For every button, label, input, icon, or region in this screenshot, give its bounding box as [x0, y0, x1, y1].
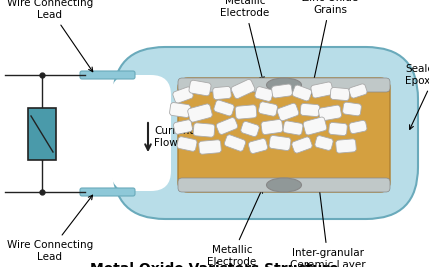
FancyBboxPatch shape: [329, 123, 347, 136]
FancyBboxPatch shape: [199, 140, 221, 154]
FancyBboxPatch shape: [173, 120, 193, 134]
Text: Sealed
Epoxy Shell: Sealed Epoxy Shell: [405, 64, 429, 129]
FancyBboxPatch shape: [189, 80, 211, 96]
Ellipse shape: [266, 78, 302, 92]
FancyBboxPatch shape: [261, 119, 283, 135]
FancyBboxPatch shape: [303, 117, 327, 135]
FancyBboxPatch shape: [193, 123, 215, 137]
FancyBboxPatch shape: [343, 102, 361, 116]
FancyBboxPatch shape: [178, 178, 390, 192]
Text: Metallic
Electrode: Metallic Electrode: [221, 0, 269, 81]
FancyBboxPatch shape: [188, 104, 212, 122]
FancyBboxPatch shape: [336, 139, 356, 153]
FancyBboxPatch shape: [300, 103, 320, 117]
FancyBboxPatch shape: [255, 87, 273, 101]
FancyBboxPatch shape: [111, 75, 171, 191]
FancyBboxPatch shape: [311, 82, 333, 98]
Bar: [28, 108, 56, 160]
FancyBboxPatch shape: [241, 121, 259, 137]
FancyBboxPatch shape: [213, 87, 231, 100]
FancyBboxPatch shape: [178, 78, 390, 192]
FancyBboxPatch shape: [216, 117, 238, 135]
FancyBboxPatch shape: [235, 105, 257, 119]
FancyBboxPatch shape: [178, 78, 390, 92]
FancyBboxPatch shape: [113, 47, 418, 219]
Text: Metallic
Electrode: Metallic Electrode: [207, 189, 263, 267]
FancyBboxPatch shape: [248, 139, 268, 154]
Text: Wire Connecting
Lead: Wire Connecting Lead: [7, 195, 93, 262]
Text: Current
Flow: Current Flow: [154, 126, 193, 148]
FancyBboxPatch shape: [224, 135, 246, 151]
FancyBboxPatch shape: [231, 79, 255, 99]
Text: Inter-granular
Ceramic Layer: Inter-granular Ceramic Layer: [290, 182, 366, 267]
FancyBboxPatch shape: [292, 137, 312, 153]
FancyBboxPatch shape: [258, 102, 278, 116]
Ellipse shape: [266, 178, 302, 192]
FancyBboxPatch shape: [269, 135, 291, 151]
FancyBboxPatch shape: [292, 85, 312, 101]
FancyBboxPatch shape: [318, 105, 341, 121]
Text: Wire Connecting
Lead: Wire Connecting Lead: [7, 0, 93, 72]
FancyBboxPatch shape: [330, 87, 350, 101]
Text: Metal Oxide Varistors Structure: Metal Oxide Varistors Structure: [90, 262, 338, 267]
FancyBboxPatch shape: [173, 87, 193, 103]
FancyBboxPatch shape: [272, 84, 293, 98]
FancyBboxPatch shape: [177, 137, 197, 151]
FancyBboxPatch shape: [169, 103, 190, 117]
FancyBboxPatch shape: [283, 121, 303, 135]
FancyBboxPatch shape: [214, 100, 234, 116]
FancyBboxPatch shape: [349, 120, 367, 134]
FancyBboxPatch shape: [277, 103, 299, 121]
FancyBboxPatch shape: [315, 136, 333, 150]
Text: Zinc Oxide
Grains: Zinc Oxide Grains: [302, 0, 358, 94]
FancyBboxPatch shape: [349, 84, 367, 98]
FancyBboxPatch shape: [80, 188, 135, 196]
FancyBboxPatch shape: [80, 71, 135, 79]
